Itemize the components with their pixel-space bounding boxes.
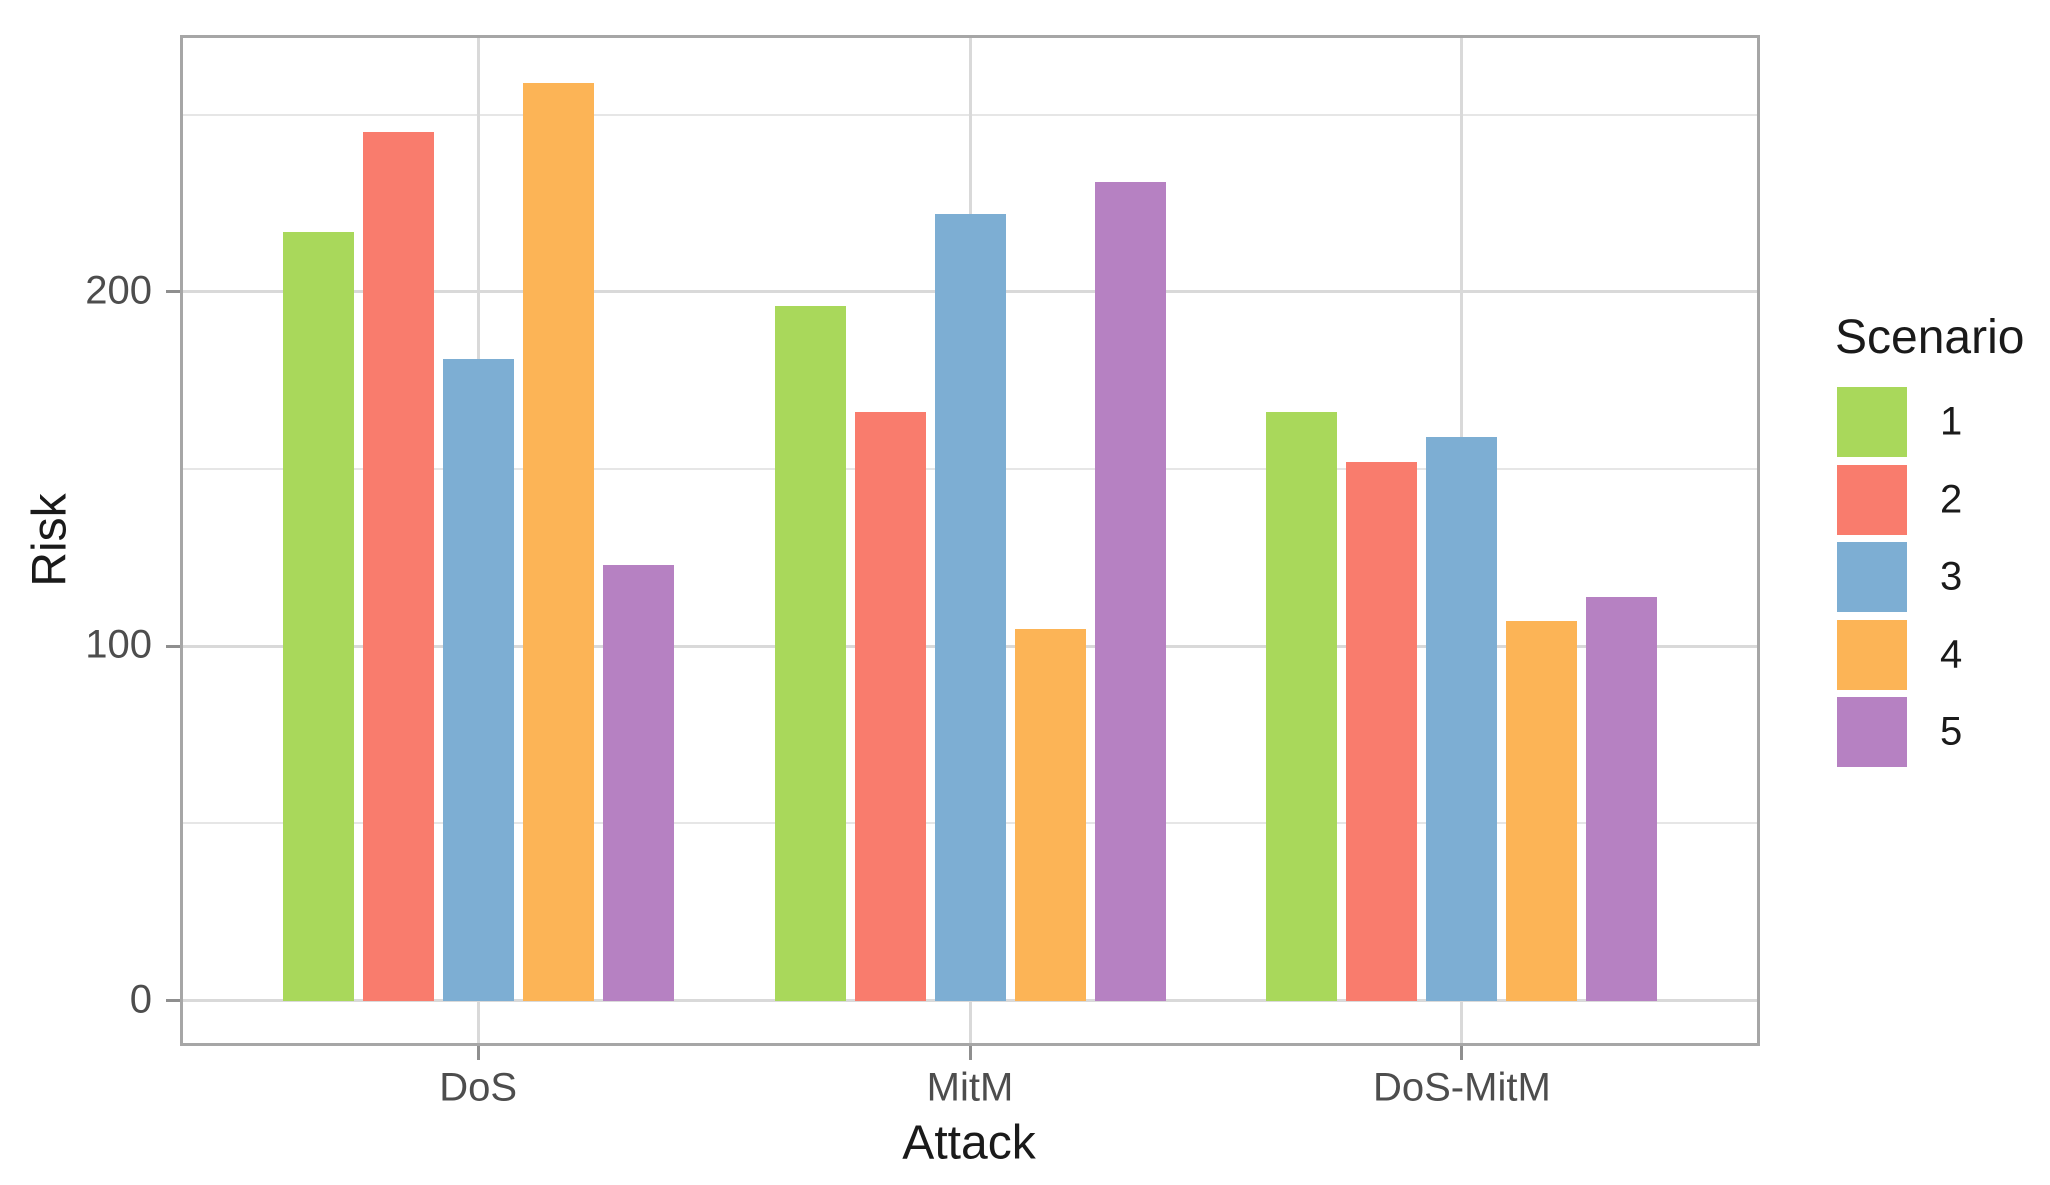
bar-DoS-scenario-1 (282, 231, 354, 1001)
legend-swatch-2 (1837, 464, 1907, 535)
y-axis-tick (166, 290, 180, 294)
plot-panel (180, 35, 1760, 1046)
legend-swatch-1 (1837, 387, 1907, 457)
y-axis-tick (166, 644, 180, 648)
bar-DoS-scenario-3 (442, 359, 514, 1001)
bar-DoS-MitM-scenario-2 (1346, 461, 1418, 1001)
bar-MitM-scenario-1 (774, 306, 846, 1001)
bar-DoS-MitM-scenario-5 (1586, 596, 1658, 1001)
legend-item-label: 1 (1940, 399, 1963, 444)
bar-DoS-scenario-4 (522, 82, 594, 1001)
x-axis-tick (476, 1046, 480, 1060)
x-axis-tick (1460, 1046, 1464, 1060)
bar-DoS-MitM-scenario-4 (1506, 621, 1578, 1001)
legend-swatch-4 (1837, 619, 1907, 690)
legend-item-label: 5 (1940, 709, 1963, 754)
legend-item-label: 2 (1940, 477, 1963, 521)
y-axis-title: Risk (23, 493, 77, 587)
bar-MitM-scenario-4 (1014, 628, 1086, 1001)
x-tick-label-DoS-MitM: DoS-MitM (1372, 1065, 1551, 1110)
legend-swatch-5 (1837, 697, 1907, 767)
bar-MitM-scenario-2 (854, 412, 926, 1001)
legend-item-label: 3 (1940, 554, 1963, 599)
x-tick-label-DoS: DoS (439, 1065, 518, 1110)
bar-MitM-scenario-3 (934, 213, 1006, 1001)
y-tick-label: 100 (85, 622, 152, 667)
y-axis-tick (166, 999, 180, 1002)
y-tick-label: 200 (85, 268, 152, 313)
x-tick-label-MitM: MitM (926, 1065, 1014, 1110)
bar-DoS-MitM-scenario-1 (1266, 412, 1338, 1001)
bar-DoS-MitM-scenario-3 (1426, 437, 1498, 1001)
bar-DoS-scenario-2 (362, 132, 434, 1001)
legend-title: Scenario (1835, 311, 2025, 364)
legend-item-label: 4 (1940, 632, 1963, 676)
y-tick-label: 0 (129, 977, 152, 1022)
bar-DoS-scenario-5 (602, 564, 674, 1001)
bar-MitM-scenario-5 (1094, 182, 1166, 1001)
x-axis-tick (968, 1046, 972, 1060)
legend-swatch-3 (1837, 542, 1907, 612)
x-axis-title: Attack (902, 1116, 1036, 1170)
